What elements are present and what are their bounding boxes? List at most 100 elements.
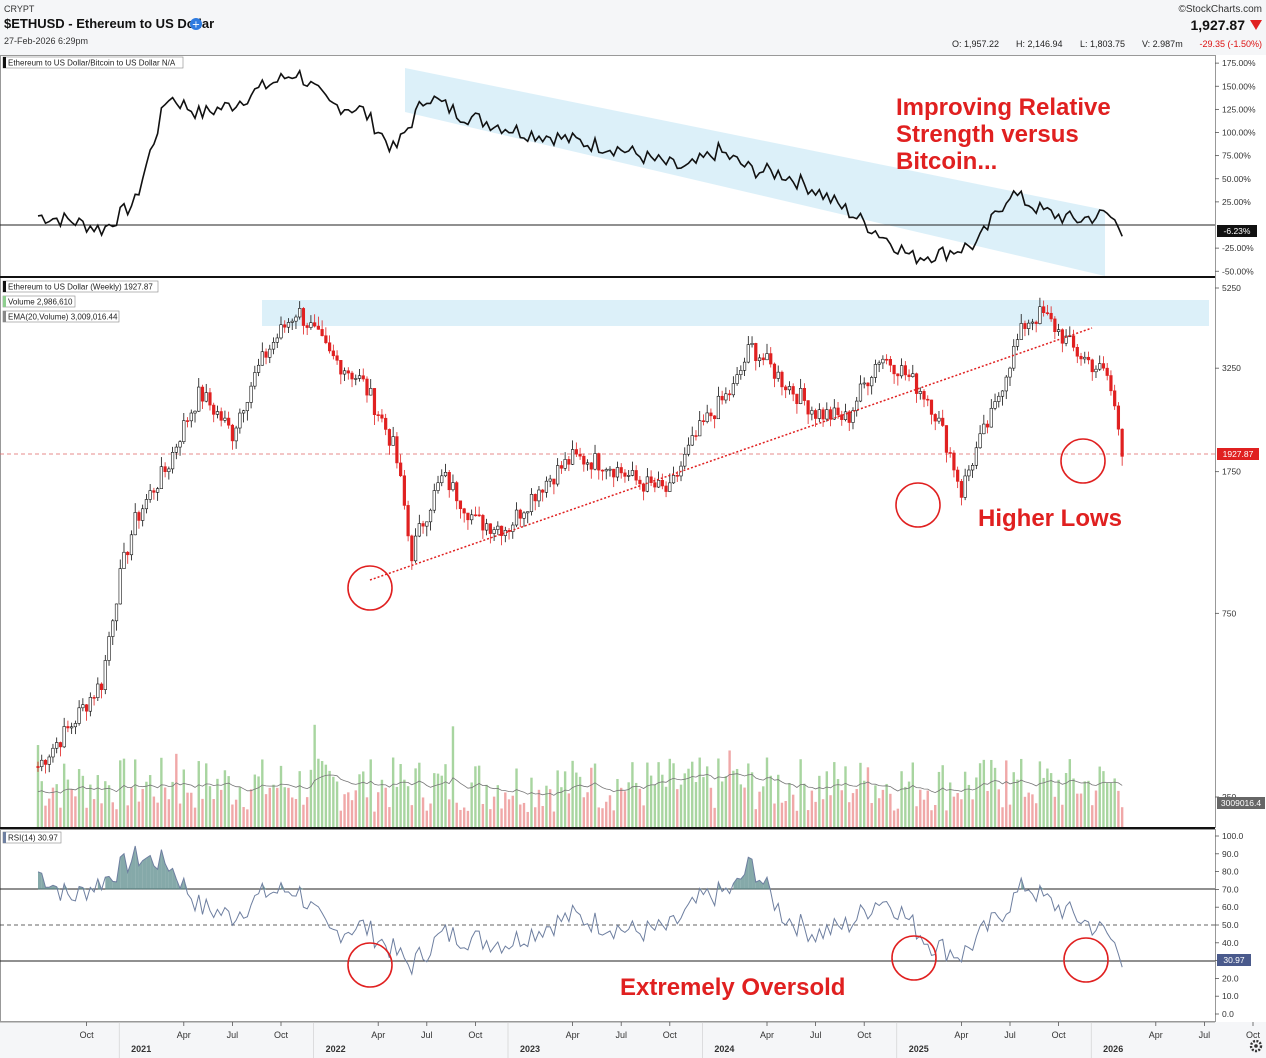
candle-body	[941, 418, 944, 425]
volume-bar	[897, 809, 899, 827]
candle-body	[971, 465, 974, 470]
month-tick-label: Jul	[1199, 1030, 1211, 1040]
ohlc-change: -29.35 (-1.50%)	[1199, 39, 1262, 49]
candle-body	[257, 365, 260, 372]
volume-bar	[657, 762, 659, 827]
candle-body	[814, 410, 817, 418]
volume-bar	[882, 790, 884, 827]
volume-bar	[388, 807, 390, 827]
candle-body	[926, 399, 929, 400]
volume-bar	[541, 806, 543, 827]
volume-bar	[848, 802, 850, 827]
volume-bar	[594, 764, 596, 827]
volume-bar	[878, 798, 880, 827]
volume-bar	[1069, 759, 1071, 827]
candle-body	[530, 494, 533, 511]
candle-body	[781, 372, 784, 387]
candle-body	[1024, 323, 1027, 328]
volume-bar	[889, 794, 891, 827]
brand-text: ©StockCharts.com	[1178, 4, 1262, 15]
candle-body	[44, 760, 47, 764]
volume-bar	[179, 804, 181, 827]
candle-body	[1020, 323, 1023, 339]
candle-body	[564, 459, 567, 468]
volume-bar	[870, 803, 872, 827]
candle-body	[283, 325, 286, 327]
candle-body	[945, 425, 948, 452]
volume-bar	[706, 766, 708, 827]
volume-bar	[568, 793, 570, 827]
candle-body	[511, 525, 514, 532]
candle-body	[590, 463, 593, 469]
volume-bar	[796, 811, 798, 827]
candle-body	[848, 412, 851, 423]
candle-body	[100, 684, 103, 690]
volume-bar	[863, 781, 865, 827]
volume-bar	[362, 771, 364, 827]
candle-body	[268, 349, 271, 357]
volume-bar	[721, 781, 723, 827]
volume-bar	[1121, 807, 1123, 827]
volume-bar	[613, 810, 615, 827]
candle-body	[549, 479, 552, 481]
volume-bar	[1057, 780, 1059, 827]
candle-body	[108, 637, 111, 661]
volume-bar	[856, 789, 858, 827]
candle-body	[291, 321, 294, 322]
volume-bar	[500, 808, 502, 827]
time-axis: Oct Apr Jul Oct Apr Jul Oct Apr Jul Oct Apr Jul Oct A…	[0, 1022, 1266, 1058]
volume-bar	[134, 759, 136, 827]
volume-bar	[48, 799, 50, 827]
volume-bar	[474, 766, 476, 827]
volume-label: Volume 2,986,610	[8, 298, 73, 307]
candle-body	[612, 469, 615, 477]
candle-body	[829, 410, 832, 419]
volume-bar	[493, 797, 495, 827]
volume-bar	[183, 769, 185, 827]
volume-bar	[328, 771, 330, 827]
volume-bar	[740, 784, 742, 827]
volume-bar	[175, 754, 177, 827]
candle-body	[111, 621, 114, 637]
candle-body	[209, 393, 212, 405]
volume-bar	[743, 788, 745, 827]
volume-bar	[699, 758, 701, 827]
month-tick-label: Apr	[760, 1030, 774, 1040]
symbol-title[interactable]: $ETHUSD - Ethereum to US Dollar	[4, 16, 214, 31]
candle-body	[900, 366, 903, 376]
candle-body	[721, 396, 724, 400]
candle-body	[119, 569, 122, 604]
candle-body	[672, 475, 675, 483]
volume-bar	[313, 725, 315, 827]
volume-bar	[609, 795, 611, 827]
candle-body	[683, 454, 686, 466]
volume-bar	[646, 763, 648, 827]
ratio-tick-label: 75.00%	[1222, 151, 1251, 161]
month-tick-label: Apr	[177, 1030, 191, 1040]
candle-body	[242, 411, 245, 413]
candle-body	[597, 454, 600, 471]
candle-body	[205, 393, 208, 402]
candle-body	[336, 356, 339, 361]
candle-body	[728, 394, 731, 395]
volume-bar	[467, 811, 469, 827]
volume-bar	[1016, 780, 1018, 827]
candle-body	[1001, 391, 1004, 396]
candle-body	[489, 524, 492, 534]
volume-bar	[224, 770, 226, 827]
month-tick-label: Oct	[274, 1030, 289, 1040]
candle-body	[627, 475, 630, 476]
volume-bar	[571, 761, 573, 827]
candle-body	[194, 411, 197, 413]
candle-body	[669, 483, 672, 492]
candle-body	[497, 526, 500, 529]
candle-body	[609, 469, 612, 470]
volume-bar	[201, 799, 203, 827]
volume-bar	[261, 759, 263, 827]
ratio-tick-label: 100.00%	[1222, 128, 1256, 138]
candle-body	[1061, 330, 1064, 344]
volume-bar	[945, 810, 947, 827]
add-symbol-icon[interactable]: +	[190, 18, 202, 31]
candle-body	[960, 481, 963, 497]
candle-body	[115, 604, 118, 621]
